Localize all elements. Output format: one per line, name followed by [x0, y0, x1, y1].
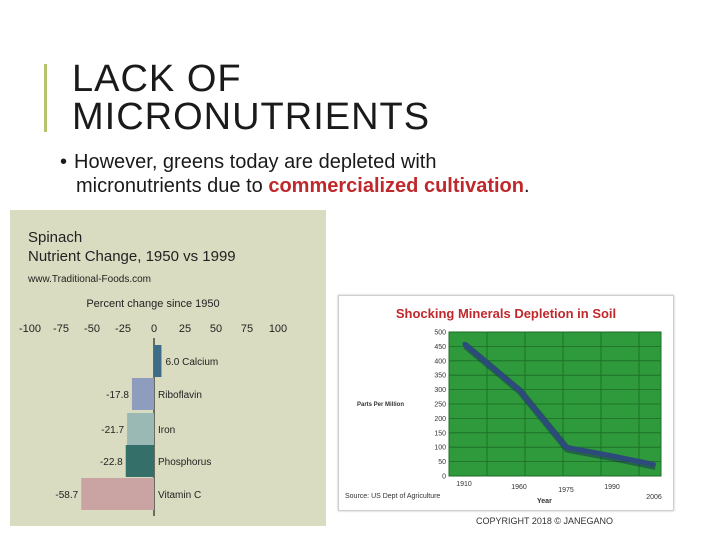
chart1-value-label: -21.7	[101, 425, 124, 436]
chart2-data-point	[517, 388, 521, 392]
chart2-data-point	[564, 445, 568, 449]
soil-depletion-chart-panel: Shocking Minerals Depletion in Soil 0 50 1…	[338, 295, 674, 511]
slide-title: LACK OF MICRONUTRIENTS	[72, 60, 430, 136]
chart1-x-tick-label: 75	[241, 323, 253, 335]
chart2-y-tick-label: 50	[438, 459, 446, 466]
chart2-x-tick-label: 1910	[456, 481, 472, 488]
chart1-title-line-2: Nutrient Change, 1950 vs 1999	[28, 248, 236, 265]
chart2-x-tick-label: 2006	[646, 494, 662, 501]
chart2-source: Source: US Dept of Agriculture	[345, 493, 440, 500]
bullet-dot: •	[60, 151, 68, 173]
bullet-text-part-1: However, greens today are depleted with	[74, 151, 437, 173]
chart1-axis-label: Percent change since 1950	[86, 298, 219, 310]
chart2-x-axis-label: Year	[537, 498, 552, 505]
chart1-x-tick-label: 50	[210, 323, 222, 335]
bullet-text-part-2: micronutrients due to	[76, 175, 269, 197]
spinach-chart-panel: Spinach Nutrient Change, 1950 vs 1999 ww…	[10, 210, 326, 526]
slide-title-line-1: LACK OF	[72, 58, 242, 100]
chart2-title: Shocking Minerals Depletion in Soil	[396, 306, 616, 321]
chart1-x-tick-label: 25	[179, 323, 191, 335]
chart1-title-line-1: Spinach	[28, 229, 82, 246]
chart1-value-label: -58.7	[55, 490, 78, 501]
chart1-bar-label: 6.0 Calcium	[165, 357, 218, 368]
copyright-footer: COPYRIGHT 2018 © JANEGANO	[476, 516, 614, 526]
chart1-bar	[131, 378, 154, 410]
soil-depletion-chart: Shocking Minerals Depletion in Soil 0 50 1…	[345, 306, 662, 505]
chart2-data-point	[610, 454, 614, 458]
chart2-data-point	[462, 342, 466, 346]
chart2-x-tick-label: 1975	[558, 487, 574, 494]
chart2-y-tick-label: 300	[434, 387, 446, 394]
chart1-bar	[125, 445, 154, 477]
title-accent-bar	[44, 64, 47, 132]
chart1-category-label: Iron	[158, 425, 175, 436]
bullet-highlight-text: commercialized cultivation	[268, 175, 524, 197]
chart2-y-tick-label: 500	[434, 330, 446, 337]
chart2-y-tick-label: 450	[434, 344, 446, 351]
chart1-bar	[81, 478, 154, 510]
chart2-x-tick-label: 1960	[511, 484, 527, 491]
chart1-category-label: Phosphorus	[158, 457, 211, 468]
slide-title-line-2: MICRONUTRIENTS	[72, 96, 431, 138]
chart1-value-label: -22.8	[100, 457, 123, 468]
chart2-y-axis-label: Parts Per Million	[357, 402, 404, 408]
chart1-x-tick-label: 100	[269, 323, 287, 335]
bullet-text-end: .	[523, 175, 530, 197]
chart1-x-tick-label: -50	[84, 323, 100, 335]
chart1-bar	[154, 345, 162, 377]
chart1-x-tick-label: -25	[115, 323, 131, 335]
chart2-y-tick-label: 0	[442, 474, 446, 481]
chart2-x-tick-label: 1990	[604, 484, 620, 491]
chart2-y-tick-label: 400	[434, 358, 446, 365]
chart2-data-point	[652, 462, 656, 466]
chart1-value-label: -17.8	[106, 390, 129, 401]
chart1-x-tick-label: 0	[151, 323, 157, 335]
chart2-y-tick-label: 350	[434, 373, 446, 380]
chart2-y-tick-label: 200	[434, 416, 446, 423]
bullet-point: • However, greens today are depleted with…	[60, 150, 700, 198]
chart1-bar	[127, 413, 154, 445]
chart1-x-tick-label: -100	[19, 323, 41, 335]
chart1-x-tick-label: -75	[53, 323, 69, 335]
chart2-y-tick-label: 250	[434, 402, 446, 409]
spinach-nutrient-chart: Spinach Nutrient Change, 1950 vs 1999 ww…	[19, 229, 287, 516]
chart2-y-tick-label: 100	[434, 445, 446, 452]
bullet-line-2: micronutrients due to commercialized cul…	[60, 174, 700, 198]
chart1-category-label: Riboflavin	[158, 390, 202, 401]
chart1-subtitle: www.Traditional-Foods.com	[27, 274, 151, 285]
chart1-category-label: Vitamin C	[158, 490, 201, 501]
chart2-y-tick-label: 150	[434, 430, 446, 437]
